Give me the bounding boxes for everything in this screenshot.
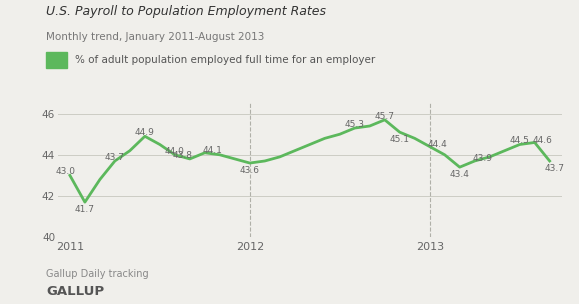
Text: 45.7: 45.7 <box>375 112 395 121</box>
Text: 44.9: 44.9 <box>135 128 155 137</box>
Text: 41.7: 41.7 <box>75 205 95 214</box>
Text: 43.9: 43.9 <box>472 154 492 164</box>
Text: 44.6: 44.6 <box>532 136 552 145</box>
Text: % of adult population employed full time for an employer: % of adult population employed full time… <box>75 55 376 65</box>
Text: 43.6: 43.6 <box>240 166 260 175</box>
Text: 44.5: 44.5 <box>510 136 530 145</box>
Text: 43.8: 43.8 <box>173 151 192 160</box>
Text: GALLUP: GALLUP <box>46 285 104 298</box>
Text: 44.1: 44.1 <box>203 146 222 155</box>
Text: 45.3: 45.3 <box>345 120 365 129</box>
Text: 45.1: 45.1 <box>390 135 410 144</box>
Text: Monthly trend, January 2011-August 2013: Monthly trend, January 2011-August 2013 <box>46 32 265 42</box>
Text: U.S. Payroll to Population Employment Rates: U.S. Payroll to Population Employment Ra… <box>46 5 327 18</box>
Text: 44.0: 44.0 <box>165 147 185 156</box>
Text: 44.4: 44.4 <box>427 140 447 149</box>
Text: 43.4: 43.4 <box>450 170 470 179</box>
Text: 43.7: 43.7 <box>544 164 564 173</box>
Text: 43.7: 43.7 <box>105 153 125 162</box>
Text: 43.0: 43.0 <box>56 167 75 176</box>
Text: Gallup Daily tracking: Gallup Daily tracking <box>46 269 149 279</box>
